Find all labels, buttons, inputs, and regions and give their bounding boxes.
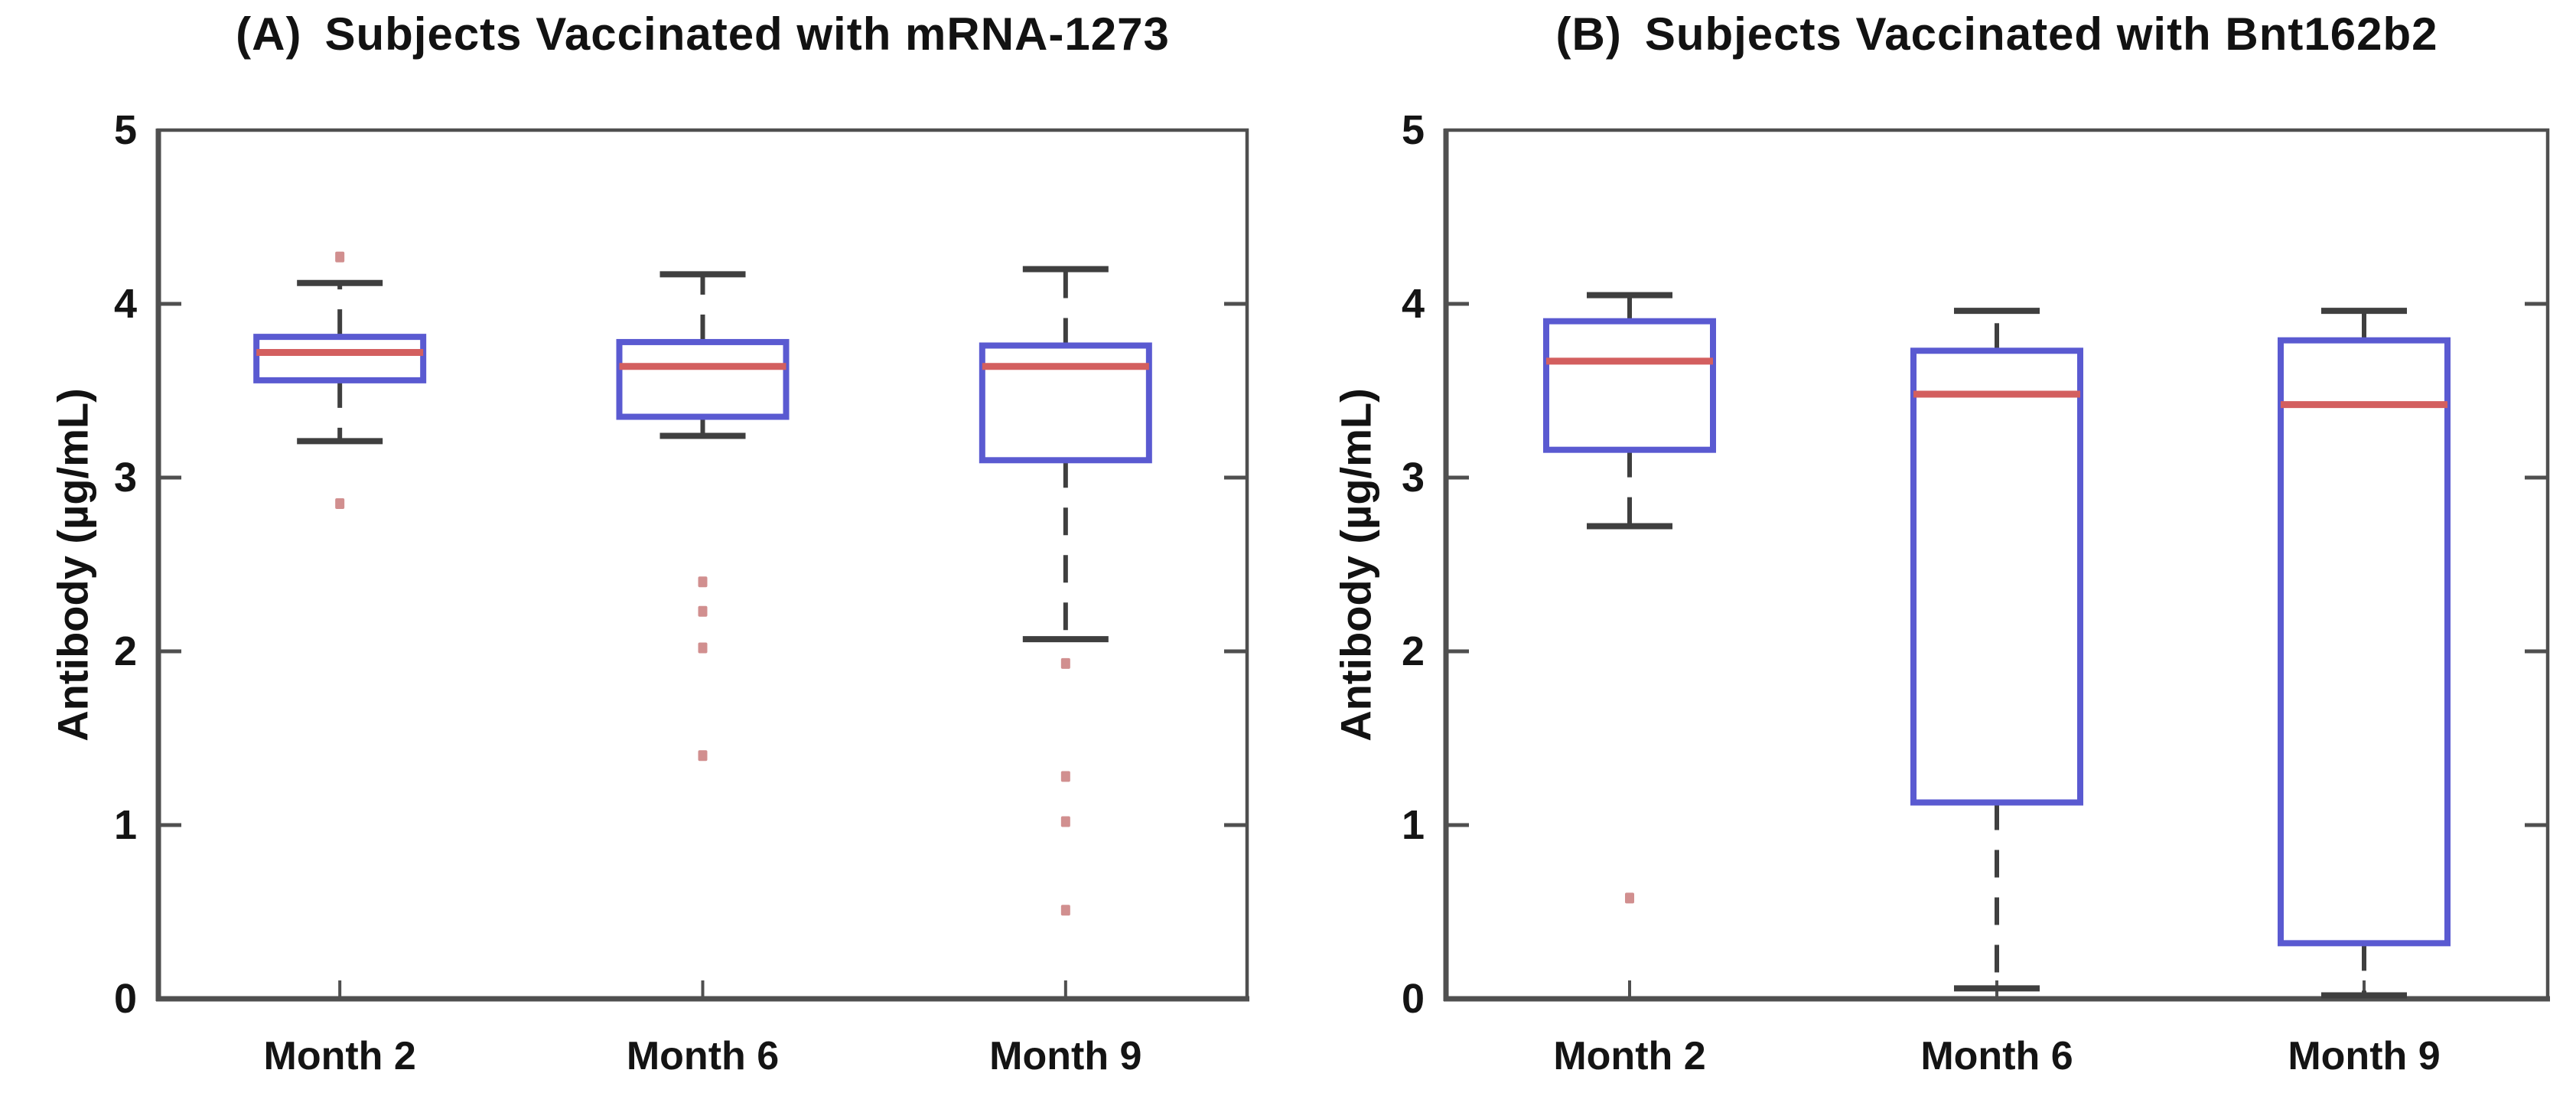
- y-tick-label: 1: [114, 802, 137, 848]
- x-tick-label: Month 9: [989, 1034, 1141, 1078]
- y-tick-label: 2: [114, 628, 137, 674]
- box-month-2: Month 2: [253, 251, 427, 1078]
- x-tick-label: Month 9: [2288, 1034, 2440, 1078]
- y-tick-label: 4: [1402, 281, 1425, 327]
- panel-b-title-text: Subjects Vaccinated with Bnt162b2: [1644, 8, 2438, 60]
- outlier-marker: [1060, 771, 1070, 782]
- iqr-box: [1543, 318, 1716, 453]
- iqr-box: [253, 334, 427, 383]
- y-tick-label: 5: [1402, 107, 1425, 153]
- iqr-box: [2278, 337, 2451, 947]
- y-tick-label: 4: [114, 281, 137, 327]
- y-tick-label: 1: [1402, 802, 1425, 848]
- outlier-marker: [335, 498, 345, 510]
- outlier-marker: [335, 251, 345, 263]
- y-tick-label: 0: [114, 976, 137, 1022]
- outlier-marker: [698, 605, 708, 617]
- axes-box: [156, 128, 1249, 1001]
- y-tick-label: 3: [1402, 455, 1425, 501]
- outlier-marker: [1060, 816, 1070, 827]
- outlier-marker: [698, 750, 708, 762]
- outlier-marker: [698, 576, 708, 588]
- iqr-box: [979, 342, 1152, 464]
- box-month-9: Month 9: [979, 266, 1152, 1078]
- outlier-marker: [1625, 892, 1634, 904]
- box-month-9: Month 9: [2278, 308, 2451, 1078]
- outlier-marker: [1060, 657, 1070, 669]
- box-month-2: Month 2: [1543, 292, 1716, 1078]
- iqr-box: [1910, 347, 2083, 806]
- panel-b-title: (B) Subjects Vaccinated with Bnt162b2: [1446, 8, 2548, 60]
- panel-a-title-prefix: (A): [236, 8, 302, 60]
- y-tick-label: 3: [114, 455, 137, 501]
- x-tick-label: Month 6: [1920, 1034, 2073, 1078]
- panel-a-title-text: Subjects Vaccinated with mRNA-1273: [324, 8, 1170, 60]
- iqr-box: [616, 338, 790, 420]
- outlier-marker: [1060, 905, 1070, 916]
- x-tick-label: Month 2: [264, 1034, 416, 1078]
- y-tick-label: 0: [1402, 976, 1425, 1022]
- y-tick-label: 5: [114, 107, 137, 153]
- x-tick-label: Month 6: [627, 1034, 779, 1078]
- panel-b-title-prefix: (B): [1555, 8, 1622, 60]
- y-tick-label: 2: [1402, 628, 1425, 674]
- box-month-6: Month 6: [616, 271, 790, 1078]
- panel-a-title: (A) Subjects Vaccinated with mRNA-1273: [158, 8, 1247, 60]
- panel-B: 0 1 2 3 4 5 Month 2 Month 6 Month 9: [1402, 107, 2550, 1078]
- outlier-marker: [698, 642, 708, 654]
- box-month-6: Month 6: [1910, 308, 2083, 1078]
- x-tick-label: Month 2: [1553, 1034, 1705, 1078]
- panel-A: 0 1 2 3 4 5 Month 2 Month 6 Month 9: [114, 107, 1249, 1078]
